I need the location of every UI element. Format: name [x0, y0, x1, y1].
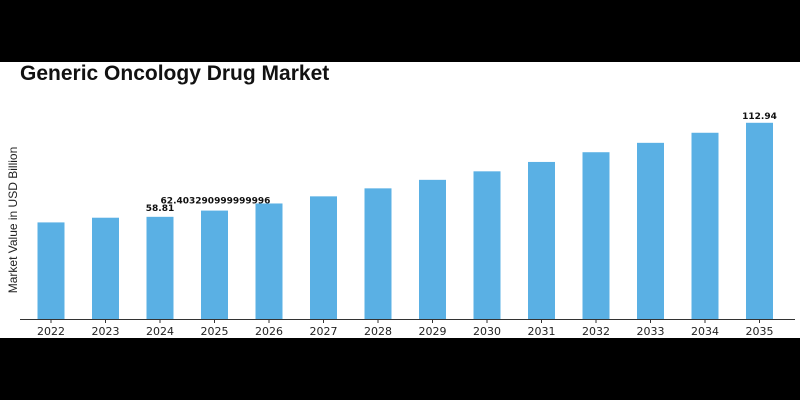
bar-2035: [746, 122, 773, 319]
bar-2024: [146, 216, 174, 319]
data-label-2025: 62.403290999999996: [161, 197, 271, 207]
chart-title: Generic Oncology Drug Market: [20, 62, 330, 85]
bar-2025: [201, 210, 228, 319]
x-tick-label-2022: 2022: [37, 325, 65, 338]
x-tick-label-2035: 2035: [746, 325, 774, 338]
x-tick-label-2025: 2025: [201, 325, 229, 338]
bar-2022: [37, 222, 65, 319]
x-tick-label-2023: 2023: [92, 325, 120, 338]
x-tick-label-2027: 2027: [310, 325, 338, 338]
x-tick-label-2031: 2031: [528, 325, 556, 338]
chart-panel: Generic Oncology Drug Market Market Valu…: [0, 62, 800, 338]
bar-2027: [310, 196, 337, 319]
bar-2029: [419, 179, 446, 319]
x-tick-label-2034: 2034: [691, 325, 719, 338]
bar-2023: [92, 217, 119, 319]
x-tick-label-2029: 2029: [419, 325, 447, 338]
bar-2034: [691, 132, 719, 319]
x-tick-label-2030: 2030: [473, 325, 501, 338]
x-tick-label-2028: 2028: [364, 325, 392, 338]
data-label-2024: 58.81: [146, 204, 174, 214]
data-label-2035: 112.94: [742, 112, 777, 122]
bar-2030: [473, 171, 501, 319]
bar-2026: [255, 203, 283, 319]
x-tick-label-2033: 2033: [637, 325, 665, 338]
bar-2033: [637, 142, 664, 319]
bar-chart: 2022 2023 2024 58.81 2025 62.403290999999996 2…: [20, 112, 795, 338]
bar-2031: [528, 161, 555, 319]
x-tick-label-2026: 2026: [255, 325, 283, 338]
x-tick-label-2024: 2024: [146, 325, 174, 338]
bar-2032: [582, 152, 610, 319]
bar-2028: [364, 188, 392, 319]
x-tick-label-2032: 2032: [582, 325, 610, 338]
